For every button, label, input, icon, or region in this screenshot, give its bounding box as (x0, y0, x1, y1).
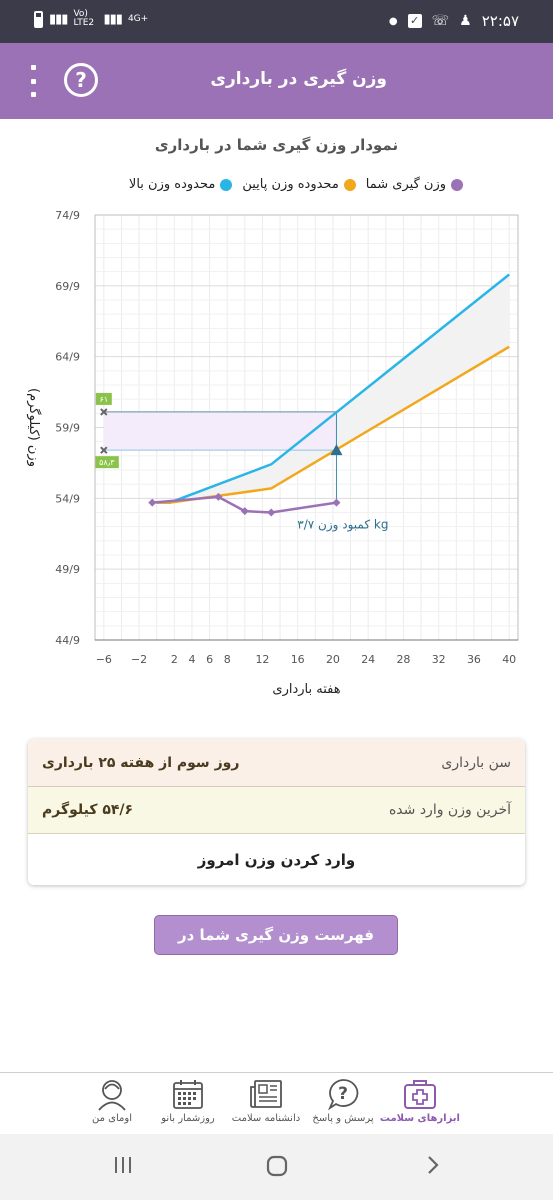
nav-item-my-ooma[interactable]: اومای من (80, 1077, 144, 1124)
weight-chart: ۶۱ ۵۸٫۳ کمبود وزن ۳/۷ kg 74/9 69/9 64/9 59/9 5… (26, 209, 519, 697)
my-weight-point (240, 507, 249, 516)
chart-legend: محدوده وزن بالا محدوده وزن پایین وزن گیر… (129, 177, 463, 192)
legend-upper-label: محدوده وزن بالا (128, 177, 216, 192)
x-tick-label: 2 (171, 653, 178, 666)
app-bar: ? وزن گیری در بارداری (0, 43, 553, 119)
pregnancy-age-value: روز سوم از هفته ۲۵ بارداری (42, 754, 240, 771)
x-tick-label: 6 (206, 653, 213, 666)
legend-lower: محدوده وزن پایین (242, 177, 356, 192)
y-tick-label: 64/9 (55, 351, 80, 364)
nav-item-encyclopedia[interactable]: دانشنامه سلامت (226, 1077, 306, 1124)
y-tick-label: 49/9 (55, 563, 80, 576)
upper-value-tag (95, 392, 112, 405)
recent-apps-icon[interactable] (112, 1154, 134, 1176)
pregnancy-info-card: سن بارداری روز سوم از هفته ۲۵ بارداری آخ… (28, 739, 525, 885)
back-icon[interactable] (422, 1154, 444, 1176)
nav-item-health-tools[interactable]: ابزارهای سلامت (380, 1077, 460, 1124)
calendar-icon (173, 1080, 203, 1109)
last-weight-label: آخرین وزن وارد شده (388, 802, 511, 818)
legend-mine-label: وزن گیری شما (365, 177, 446, 192)
sim2-call-icon: ☏ (431, 13, 450, 29)
y-tick-label: 74/9 (55, 209, 80, 222)
question-bubble-icon: ? (327, 1079, 359, 1111)
lock-person-icon: ♟ (459, 13, 472, 29)
x-tick-label: −2 (131, 653, 147, 666)
signal-icon-2: ▮▮▮ (103, 11, 122, 27)
x-tick-label: 8 (224, 653, 231, 666)
weight-list-button[interactable]: فهرست وزن گیری شما در بارداری (154, 915, 398, 982)
bottom-nav: اومای من روزشمار بانو دانشنامه سلامت (0, 1072, 553, 1134)
y-tick-label: 69/9 (55, 280, 80, 293)
x-tick-label: 16 (291, 653, 305, 666)
chart-axes: 74/969/964/959/954/949/944/9−6 −2 2 4 6 8 12 16… (55, 209, 519, 666)
status-left-icons: ▮▮▮ Vo) LTE2 ▮▮▮ 4G+ (34, 10, 148, 28)
my-weight-point (267, 508, 276, 517)
x-tick-label: 12 (255, 653, 269, 666)
network-label: Vo) LTE2 (73, 9, 95, 28)
enter-weight-label: وارد کردن وزن امروز (197, 850, 356, 869)
system-nav-bar (0, 1134, 553, 1200)
deficit-annotation: کمبود وزن ۳/۷ kg (297, 518, 388, 533)
x-tick-label: 4 (188, 653, 195, 666)
lower-target-x-marker (100, 446, 108, 454)
x-tick-label: −6 (96, 653, 112, 666)
nav-label-encyclopedia: دانشنامه سلامت (231, 1113, 301, 1124)
nav-label-qa: پرسش و پاسخ (312, 1113, 374, 1124)
y-tick-label: 59/9 (55, 422, 80, 435)
nav-item-calendar[interactable]: روزشمار بانو (150, 1077, 226, 1124)
x-tick-label: 40 (502, 653, 516, 666)
checkbox-icon: ✓ (407, 14, 422, 28)
legend-lower-label: محدوده وزن پایین (242, 177, 339, 192)
status-time: ۲۲:۵۷ (481, 12, 519, 30)
medical-kit-icon (404, 1080, 436, 1109)
x-tick-label: 24 (361, 653, 375, 666)
pregnancy-age-label: سن بارداری (441, 754, 511, 771)
legend-upper-dot (220, 178, 233, 191)
nav-label-my-ooma: اومای من (92, 1113, 132, 1124)
home-icon[interactable] (265, 1154, 289, 1178)
upper-target-x-marker (100, 408, 108, 416)
legend-mine-dot (451, 178, 463, 191)
my-weight-point (332, 498, 341, 507)
legend-upper: محدوده وزن بالا (128, 177, 233, 192)
y-tick-label: 54/9 (55, 492, 80, 505)
last-weight-value: ۵۴/۶ کیلوگرم (42, 802, 134, 818)
signal-icon: ▮▮▮ (49, 11, 68, 27)
x-tick-label: 20 (326, 653, 340, 666)
target-range-band (103, 411, 337, 451)
my-weight-point (214, 492, 223, 501)
nav-label-calendar: روزشمار بانو (161, 1113, 215, 1124)
x-tick-label: 28 (396, 653, 410, 666)
more-vert-icon[interactable] (24, 65, 42, 97)
last-weight-row: آخرین وزن وارد شده ۵۴/۶ کیلوگرم (28, 787, 525, 834)
status-bar: ▮▮▮ Vo) LTE2 ▮▮▮ 4G+ ● ✓ ☏ ♟ ۲۲:۵۷ (0, 0, 553, 43)
y-axis-label: وزن (کیلوگرم) (26, 388, 42, 467)
page-title: وزن گیری در بارداری (210, 69, 387, 89)
network-type: 4G+ (127, 13, 149, 24)
x-axis-label: هفته بارداری (272, 682, 340, 697)
chart-series: ۶۱ ۵۸٫۳ کمبود وزن ۳/۷ kg (94, 273, 510, 533)
lower-value-label: ۵۸٫۳ (99, 458, 115, 467)
enter-weight-button[interactable]: وارد کردن وزن امروز (28, 834, 525, 885)
my-weight-point (148, 498, 157, 507)
upper-value-label: ۶۱ (100, 395, 109, 404)
woman-avatar-icon (98, 1080, 126, 1111)
newspaper-icon (250, 1080, 282, 1108)
y-tick-label: 44/9 (55, 634, 80, 647)
svg-text:?: ? (338, 1084, 348, 1104)
notification-dot-icon: ● (388, 15, 398, 27)
x-tick-label: 36 (467, 653, 481, 666)
status-right-icons: ● ✓ ☏ ♟ ۲۲:۵۷ (389, 12, 519, 30)
pregnancy-age-row: سن بارداری روز سوم از هفته ۲۵ بارداری (28, 739, 525, 787)
nav-item-qa[interactable]: ? پرسش و پاسخ (306, 1077, 380, 1124)
help-icon[interactable]: ? (64, 63, 98, 97)
nav-label-health-tools: ابزارهای سلامت (379, 1113, 460, 1124)
x-tick-label: 32 (432, 653, 446, 666)
chart-title: نمودار وزن گیری شما در بارداری (154, 136, 399, 154)
expected-weight-marker (330, 444, 343, 456)
lower-value-tag (94, 456, 119, 469)
legend-lower-dot (343, 178, 356, 191)
legend-mine: وزن گیری شما (366, 177, 463, 192)
battery-icon (34, 10, 43, 28)
